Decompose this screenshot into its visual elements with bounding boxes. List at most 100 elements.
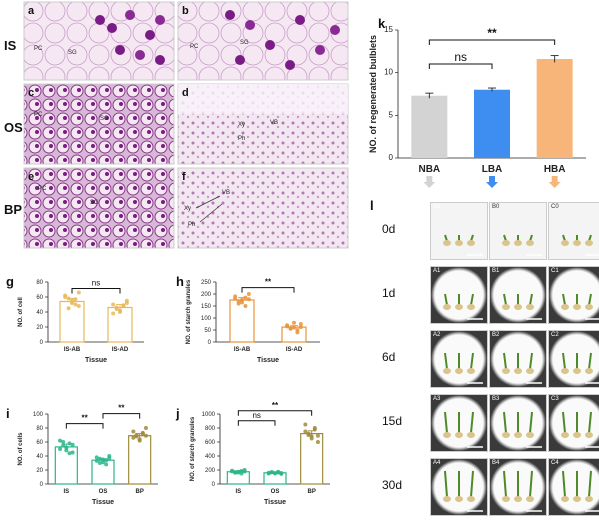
plant-photo: C4 (548, 458, 599, 516)
plant-sketch (561, 470, 599, 512)
chart-k-arrow-icon (548, 176, 561, 188)
chart-g-panel-letter: g (6, 274, 14, 289)
chart-h-ylabel: NO. of starch granules (186, 279, 192, 344)
chart-g-ytick-label: 60 (36, 295, 43, 301)
chart-g-data-point (70, 301, 74, 305)
plant-sketch (561, 293, 599, 320)
svg-text:VB: VB (222, 190, 230, 196)
chart-g-sig-label: ns (92, 279, 100, 288)
photo-row-label: 30d (382, 478, 403, 492)
chart-h-data-point (233, 296, 238, 301)
chart-j-data-point (306, 431, 311, 436)
svg-text:PC: PC (34, 46, 43, 52)
chart-k-ytick-label: 0 (389, 153, 394, 162)
chart-i-sig-bracket (102, 413, 141, 419)
row-label-os: OS (4, 120, 23, 135)
panel-e: e PC SG (23, 167, 175, 249)
chart-j-data-point (273, 471, 277, 476)
chart-g-ytick-label: 0 (40, 340, 44, 346)
plant-photo: B2 (489, 330, 547, 388)
svg-text:PC: PC (38, 186, 47, 192)
photo-tag: B3 (492, 396, 500, 402)
photo-tag: C0 (551, 204, 559, 210)
chart-k-category-label: LBA (482, 164, 503, 175)
photo-tag: B1 (492, 268, 500, 274)
plant-photo: A4 (430, 458, 488, 516)
panel-a: a PC SG (23, 1, 175, 81)
panel-b: b PC SG (177, 1, 349, 81)
chart-i-ytick-label: 60 (36, 440, 43, 446)
chart-h-data-point (243, 304, 248, 308)
photo-panel-l: l 0d A0 B0 C0 1d A1 B1 C1 6d A2 B2 C2 15d A3 B3 C3 30d A4… (360, 198, 599, 525)
chart-k-sig-bracket (428, 63, 493, 69)
plant-photo: A2 (430, 330, 488, 388)
chart-g-ylabel: NO. of cell (18, 297, 24, 327)
chart-i-ytick-label: 100 (33, 412, 44, 418)
chart-g-data-point (118, 308, 122, 313)
plant-sketch (561, 234, 599, 256)
chart-h-sig-bracket (241, 287, 295, 293)
chart-i-data-point (104, 462, 109, 467)
photo-tag: A2 (433, 332, 441, 338)
chart-k-category-label: HBA (544, 164, 566, 175)
chart-j-ytick-label: 600 (205, 440, 216, 446)
plant-sketch (443, 352, 483, 384)
svg-text:d: d (182, 87, 189, 99)
chart-j-data-point (230, 469, 235, 474)
chart-i-data-point (94, 458, 99, 463)
chart-k-ytick-label: 5 (389, 110, 394, 119)
chart-i-data-point (97, 461, 102, 465)
svg-text:SG: SG (100, 116, 109, 122)
chart-j-data-point (266, 470, 271, 475)
photo-tag: C1 (551, 268, 559, 274)
plant-photo: B3 (489, 394, 547, 452)
chart-h-ytick-label: 50 (204, 328, 211, 334)
chart-k-sig-bracket (428, 39, 556, 45)
chart-j-xlabel: Tissue (264, 499, 286, 506)
chart-g-category-label: IS-AD (112, 347, 129, 353)
svg-text:c: c (28, 87, 34, 99)
chart-j-ytick-label: 800 (205, 426, 216, 432)
chart-j-category-label: BP (307, 489, 315, 495)
chart-i-data-point (58, 438, 63, 443)
svg-text:Xy: Xy (184, 206, 191, 212)
chart-k-ytick-label: 10 (384, 68, 393, 77)
chart-i-data-point (61, 440, 66, 444)
chart-j-data-point (269, 470, 274, 475)
chart-h-ytick-label: 200 (201, 292, 212, 298)
plant-sketch (502, 411, 542, 448)
photo-row-label: 0d (382, 222, 396, 236)
plant-photo: B1 (489, 266, 547, 324)
chart-j-data-point (315, 433, 320, 438)
svg-text:Ph: Ph (188, 222, 195, 228)
chart-h-category-label: IS-AB (234, 347, 251, 353)
photo-tag: B4 (492, 460, 500, 466)
panel-c: c PC SG (23, 83, 175, 165)
chart-h-sig-label: ** (265, 278, 272, 287)
chart-h-data-point (246, 297, 251, 302)
chart-i-data-point (94, 455, 99, 460)
chart-i-data-point (70, 442, 75, 447)
chart-j-data-point (239, 469, 244, 474)
chart-k-category-label: NBA (418, 164, 440, 175)
chart-i-data-point (67, 451, 72, 456)
chart-i-sig-label: ** (118, 404, 125, 413)
plant-photo: B4 (489, 458, 547, 516)
photo-tag: B2 (492, 332, 500, 338)
svg-text:e: e (28, 171, 34, 183)
chart-h-ytick-label: 100 (201, 316, 212, 322)
chart-i-data-point (131, 435, 136, 440)
chart-i-data-point (104, 458, 109, 463)
photo-tag: A4 (433, 460, 441, 466)
plant-sketch (502, 234, 542, 256)
chart-i-data-point (67, 441, 72, 446)
chart-i-data-point (101, 457, 105, 462)
chart-k-ytick-label: 15 (384, 25, 393, 34)
chart-g-sig-bracket (71, 288, 121, 294)
chart-k-arrow-icon (423, 176, 436, 188)
chart-i-data-point (134, 433, 139, 437)
plant-photo: A0 (430, 202, 488, 260)
chart-i-data-point (64, 448, 69, 453)
chart-k-sig-label: ns (454, 50, 467, 64)
chart-j-sig-label: ** (272, 401, 279, 410)
